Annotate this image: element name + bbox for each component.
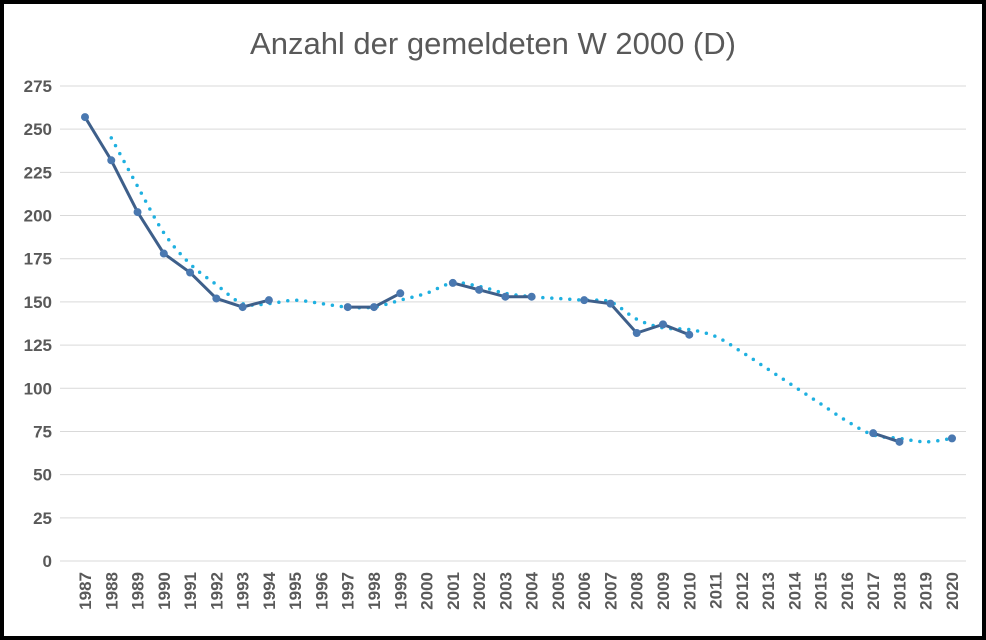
data-point-1990 — [159, 249, 168, 258]
y-tick-label: 250 — [24, 120, 52, 139]
x-tick-label: 1998 — [365, 572, 384, 610]
data-point-2020 — [948, 434, 956, 443]
data-point-2009 — [659, 320, 667, 329]
x-tick-label: 2004 — [523, 571, 542, 609]
x-tick-label: 2016 — [838, 572, 857, 610]
data-point-1991 — [186, 268, 195, 277]
x-tick-label: 2019 — [917, 572, 936, 610]
x-tick-label: 1999 — [391, 572, 410, 610]
chart-title: Anzahl der gemeldeten W 2000 (D) — [250, 26, 736, 61]
x-tick-label: 2007 — [601, 572, 620, 610]
series-line-segment — [83, 115, 113, 162]
series-line-segment — [136, 210, 166, 256]
series-line-segment — [214, 296, 245, 309]
x-tick-label: 2012 — [733, 572, 752, 610]
data-point-2008 — [632, 329, 641, 337]
data-point-2010 — [685, 330, 694, 339]
x-tick-label: 2010 — [680, 572, 699, 610]
data-point-2002 — [475, 285, 484, 294]
series-line-segment — [162, 252, 192, 275]
data-point-2001 — [448, 278, 457, 287]
data-point-1989 — [133, 208, 142, 217]
x-tick-label: 1991 — [181, 572, 200, 610]
x-tick-label: 2001 — [444, 572, 463, 610]
x-tick-label: 2018 — [890, 572, 909, 610]
series-line-segment — [608, 302, 639, 335]
x-tick-label: 2000 — [418, 572, 437, 610]
x-tick-label: 2009 — [654, 572, 673, 610]
x-tick-label: 1994 — [260, 571, 279, 609]
x-tick-label: 2006 — [575, 572, 594, 610]
series-line-segment — [372, 291, 402, 309]
data-point-1988 — [107, 156, 116, 165]
x-tick-label: 2002 — [470, 572, 489, 610]
data-point-2018 — [895, 437, 904, 446]
x-tick-label: 1988 — [102, 572, 121, 610]
data-point-1999 — [396, 289, 405, 298]
data-point-1998 — [370, 303, 378, 312]
series-line-segment — [451, 281, 481, 292]
x-tick-label: 1997 — [339, 572, 358, 610]
y-tick-label: 100 — [24, 379, 52, 398]
data-point-2017 — [869, 429, 878, 438]
x-tick-label: 1990 — [155, 572, 174, 610]
trend-line — [109, 136, 954, 444]
chart-frame: Anzahl der gemeldeten W 2000 (D) 0 25 50 75… — [4, 4, 982, 636]
x-tick-label: 2013 — [759, 572, 778, 610]
x-tick-label: 2020 — [943, 572, 962, 610]
series-line-segment — [582, 298, 612, 306]
y-tick-label: 75 — [33, 422, 52, 441]
series-line-segment — [109, 158, 140, 214]
x-tick-label: 2015 — [812, 572, 831, 610]
x-tick-label: 2003 — [496, 572, 515, 610]
y-tick-label: 25 — [33, 509, 52, 528]
data-point-1997 — [343, 303, 352, 312]
x-tick-label: 2014 — [785, 571, 804, 609]
y-tick-label: 150 — [24, 293, 52, 312]
x-tick-label: 1996 — [312, 572, 331, 610]
x-tick-label: 1992 — [207, 572, 226, 610]
series-line-segment — [635, 322, 665, 335]
x-tick-label: 1989 — [129, 572, 148, 610]
y-tick-label: 175 — [24, 250, 52, 269]
data-point-2004 — [527, 292, 536, 301]
data-point-1993 — [238, 303, 247, 312]
data-point-2003 — [501, 292, 510, 301]
y-tick-label: 275 — [24, 77, 52, 96]
x-tick-label: 2005 — [549, 572, 568, 610]
series-line-segment — [661, 322, 691, 337]
y-tick-label: 225 — [24, 163, 52, 182]
series-line-segment — [477, 288, 507, 299]
series-line-segment — [188, 271, 218, 300]
data-point-1994 — [264, 296, 273, 305]
y-tick-label: 0 — [43, 552, 52, 571]
y-tick-label: 200 — [24, 207, 52, 226]
y-tick-label: 50 — [33, 466, 52, 485]
y-tick-label: 125 — [24, 336, 52, 355]
x-tick-label: 2011 — [707, 572, 726, 609]
x-tick-label: 2008 — [628, 572, 647, 610]
x-tick-label: 2017 — [864, 572, 883, 610]
x-tick-label: 1993 — [234, 572, 253, 610]
data-point-1992 — [212, 294, 221, 303]
line-chart: Anzahl der gemeldeten W 2000 (D) 0 25 50 75… — [24, 26, 966, 610]
data-point-2007 — [606, 299, 615, 308]
data-point-2006 — [580, 296, 589, 305]
data-point-1987 — [81, 113, 89, 122]
series-line-segment — [241, 298, 271, 309]
series-line-segment — [871, 431, 901, 444]
x-tick-label: 1995 — [286, 572, 305, 610]
x-tick-label: 1987 — [76, 572, 95, 610]
